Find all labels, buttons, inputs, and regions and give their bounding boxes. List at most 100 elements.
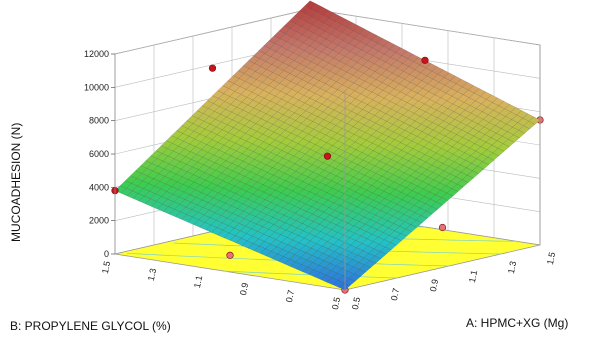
surface-cell (181, 120, 194, 129)
z-axis-title: MUCOADHESION (N) (9, 123, 23, 242)
surface-cell (325, 222, 338, 230)
surface-cell (223, 183, 236, 192)
surface-cell (434, 89, 447, 99)
surface-cell (353, 221, 366, 229)
surface-cell (300, 211, 313, 220)
surface-cell (296, 264, 309, 272)
surface-cell (308, 269, 321, 278)
surface-cell (305, 53, 317, 63)
surface-cell (247, 243, 260, 252)
surface-cell (377, 183, 390, 192)
surface-cell (507, 134, 520, 143)
surface-cell (273, 219, 286, 228)
surface-cell (381, 121, 394, 130)
surface-cell (412, 143, 425, 152)
surface-cell (239, 125, 252, 134)
surface-cell (374, 251, 387, 259)
surface-cell (445, 131, 457, 140)
surface-cell (243, 68, 256, 77)
surface-cell (306, 255, 319, 263)
surface-cell (252, 95, 265, 104)
surface-cell (359, 264, 372, 273)
surface-cell (272, 253, 284, 262)
surface-cell (385, 159, 398, 168)
surface-cell (351, 156, 364, 165)
surface-cell (284, 258, 297, 267)
x-tick-label: 0.9 (428, 278, 440, 292)
surface-cell (291, 227, 304, 236)
surface-cell (268, 182, 281, 191)
surface-cell (352, 70, 365, 79)
surface-cell (320, 134, 333, 143)
surface-cell (371, 138, 384, 147)
surface-cell (376, 175, 389, 184)
surface-cell (284, 217, 297, 226)
surface-cell (345, 244, 358, 253)
surface-cell (206, 139, 219, 148)
surface-cell (421, 169, 434, 178)
surface-cell (439, 178, 452, 186)
surface-cell (205, 174, 217, 184)
surface-cell (312, 19, 325, 29)
surface-cell (257, 184, 270, 193)
surface-cell (459, 109, 472, 119)
surface-cell (408, 61, 421, 71)
surface-cell (331, 132, 344, 142)
surface-cell (403, 160, 415, 169)
surface-cell (249, 71, 262, 80)
surface-cell (201, 100, 214, 109)
surface-cell (393, 177, 406, 186)
surface-cell (315, 238, 328, 247)
surface-cell (364, 260, 377, 268)
surface-cell (329, 258, 342, 267)
surface-cell (188, 181, 201, 191)
surface-cell (370, 222, 383, 230)
design-point-marker (421, 56, 429, 64)
surface-cell (518, 125, 531, 134)
surface-cell (232, 114, 245, 124)
surface-cell (306, 16, 319, 26)
surface-cell (346, 252, 358, 260)
surface-cell (404, 175, 417, 184)
surface-cell (338, 143, 351, 152)
x-tick-label: 0.5 (350, 296, 362, 310)
surface-cell (513, 130, 525, 139)
surface-cell (326, 277, 339, 286)
design-point-marker (226, 251, 234, 259)
surface-cell (313, 216, 325, 225)
surface-cell (266, 209, 279, 218)
surface-cell (296, 173, 309, 182)
surface-cell (235, 237, 248, 246)
surface-cell (264, 194, 277, 203)
surface-cell (383, 235, 396, 243)
surface-cell (273, 170, 285, 179)
surface-cell (248, 201, 261, 210)
surface-cell (373, 153, 386, 162)
x-axis-title: A: HPMC+XG (Mg) (466, 316, 568, 330)
surface-cell (303, 184, 316, 193)
surface-cell (166, 186, 179, 195)
z-tick-label: 4000 (89, 182, 109, 192)
surface-cell (214, 157, 227, 166)
surface-cell (332, 232, 345, 240)
surface-cell (212, 90, 225, 99)
surface-cell (360, 44, 373, 54)
surface-cell (233, 223, 246, 232)
surface-cell (301, 21, 314, 31)
surface-cell (277, 207, 290, 216)
x-tick-label: 1.5 (545, 251, 557, 265)
surface-cell (228, 135, 241, 144)
surface-cell (339, 56, 352, 65)
surface-cell (199, 222, 212, 231)
surface-cell (355, 144, 368, 153)
surface-cell (361, 238, 374, 247)
surface-cell (383, 41, 395, 50)
surface-cell (374, 160, 387, 169)
surface-cell (280, 187, 293, 196)
design-point-marker (323, 152, 332, 160)
surface-cell (283, 210, 296, 219)
surface-cell (378, 239, 391, 248)
surface-cell (298, 188, 311, 197)
surface-cell (180, 164, 193, 173)
